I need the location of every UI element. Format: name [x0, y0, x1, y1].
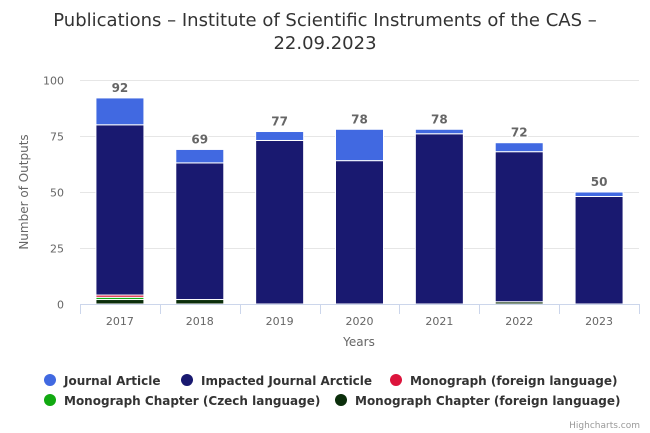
data-labels: 92 69 77 78 78 72 50 [110, 79, 609, 190]
x-tick-label: 2021 [425, 315, 453, 328]
x-tick-label: 2020 [346, 315, 374, 328]
bar-segment[interactable] [494, 142, 544, 153]
bar-series [95, 97, 624, 305]
legend-item[interactable]: Journal Article [44, 374, 161, 388]
bar-segment[interactable] [335, 160, 384, 305]
x-tick-label: 2023 [585, 315, 613, 328]
credits[interactable]: Highcharts.com [569, 421, 640, 431]
legend-symbol [44, 394, 56, 406]
axes: 0 25 50 75 100 2017 2018 2019 2020 2021 2022 2023 [43, 75, 640, 328]
y-tick-label: 25 [50, 243, 64, 256]
bar-segment[interactable] [414, 128, 464, 135]
bar-segment[interactable] [175, 162, 225, 301]
legend-label: Monograph Chapter (Czech language) [64, 394, 320, 408]
total-data-label: 72 [511, 126, 528, 140]
y-tick-label: 0 [57, 299, 64, 312]
x-tick-label: 2017 [106, 315, 134, 328]
x-axis-title: Years [342, 335, 375, 349]
legend: Journal Article Impacted Journal Arcticle… [44, 374, 621, 408]
bar-segment[interactable] [335, 128, 384, 162]
bar-segment[interactable] [494, 151, 544, 303]
legend-label: Journal Article [63, 374, 161, 388]
legend-item[interactable]: Impacted Journal Arcticle [181, 374, 372, 388]
legend-label: Monograph (foreign language) [410, 374, 618, 388]
x-tick-label: 2022 [505, 315, 533, 328]
legend-symbol [181, 374, 193, 386]
y-axis-title: Number of Outputs [17, 134, 31, 249]
bar-segment[interactable] [255, 139, 305, 305]
bar-segment[interactable] [95, 124, 145, 296]
bar-segment[interactable] [175, 148, 225, 164]
legend-label: Impacted Journal Arcticle [201, 374, 372, 388]
y-tick-label: 100 [43, 75, 64, 88]
y-tick-label: 50 [50, 187, 64, 200]
y-tick-label: 75 [50, 131, 64, 144]
bar-segment[interactable] [95, 97, 145, 126]
bar-segment[interactable] [255, 131, 305, 141]
legend-symbol [335, 394, 347, 406]
bar-segment[interactable] [175, 299, 225, 305]
total-data-label: 69 [191, 132, 208, 146]
total-data-label: 78 [431, 112, 448, 126]
bar-segment[interactable] [414, 133, 464, 305]
chart-title-line-1: Publications – Institute of Scientific I… [53, 10, 596, 31]
total-data-label: 50 [591, 175, 608, 189]
total-data-label: 78 [351, 112, 368, 126]
legend-item[interactable]: Monograph Chapter (Czech language) [44, 394, 320, 408]
bar-segment[interactable] [95, 299, 145, 305]
legend-symbol [390, 374, 402, 386]
legend-item[interactable]: Monograph Chapter (foreign language) [335, 394, 621, 408]
total-data-label: 77 [271, 115, 288, 129]
x-tick-label: 2019 [266, 315, 294, 328]
bar-segment[interactable] [574, 191, 624, 197]
bar-segment[interactable] [574, 195, 624, 305]
total-data-label: 92 [112, 81, 129, 95]
x-tick-label: 2018 [186, 315, 214, 328]
chart-title-line-2: 22.09.2023 [273, 33, 376, 54]
legend-label: Monograph Chapter (foreign language) [355, 394, 621, 408]
legend-item[interactable]: Monograph (foreign language) [390, 374, 618, 388]
legend-symbol [44, 374, 56, 386]
